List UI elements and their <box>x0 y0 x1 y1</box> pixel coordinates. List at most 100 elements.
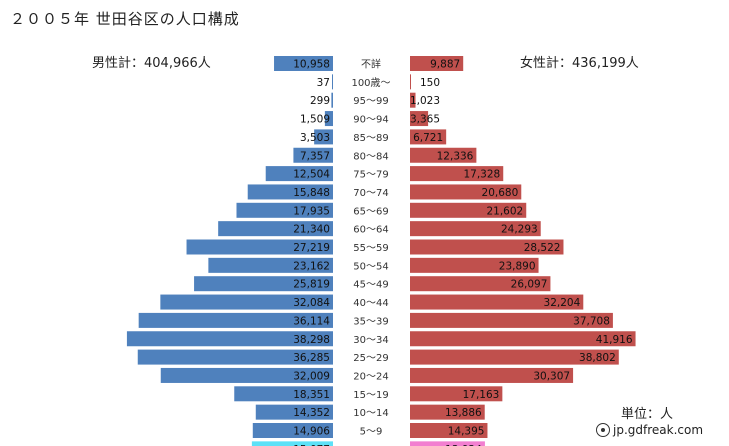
age-category-label: 60～64 <box>353 225 388 236</box>
female-value-label: 24,293 <box>501 224 538 236</box>
male-bar <box>293 147 333 163</box>
female-value-label: 20,680 <box>482 187 519 199</box>
female-bar <box>410 312 613 328</box>
female-bar <box>410 166 504 182</box>
male-bar <box>160 294 333 310</box>
copyright-icon <box>596 423 610 437</box>
female-bar <box>410 423 488 438</box>
male-value-label: 36,114 <box>293 315 330 327</box>
age-category-label: 95～99 <box>353 96 388 107</box>
female-bar <box>410 184 522 200</box>
female-bar <box>410 147 477 163</box>
male-value-label: 38,298 <box>293 334 330 346</box>
female-bar <box>410 111 429 127</box>
male-value-label: 7,357 <box>300 150 330 162</box>
female-value-label: 21,602 <box>486 205 523 217</box>
male-value-label: 21,340 <box>293 224 330 236</box>
female-value-label: 23,890 <box>499 260 536 272</box>
male-bar <box>332 74 333 90</box>
male-value-label: 1,509 <box>300 114 330 126</box>
female-value-label: 26,097 <box>511 279 548 291</box>
age-category-label: 20～24 <box>353 371 388 382</box>
age-category-label: 50～54 <box>353 261 388 272</box>
male-value-label: 18,351 <box>293 389 330 401</box>
female-value-label: 41,916 <box>596 334 633 346</box>
female-value-label: 1,023 <box>410 95 440 107</box>
male-value-label: 3,503 <box>300 132 330 144</box>
male-bar <box>236 202 333 218</box>
age-category-label: 65～69 <box>353 206 388 217</box>
female-value-label: 38,802 <box>579 352 616 364</box>
age-category-label: 5～9 <box>360 427 383 438</box>
female-value-label: 30,307 <box>533 370 570 382</box>
female-bar <box>410 404 485 420</box>
male-bar <box>255 404 333 420</box>
age-category-label: 不詳 <box>361 58 381 71</box>
male-bar <box>208 257 333 273</box>
age-category-label: 70～74 <box>353 188 388 199</box>
male-value-label: 15,077 <box>293 444 330 446</box>
age-category-label: 55～59 <box>353 243 388 254</box>
female-bar <box>410 276 551 292</box>
male-bar <box>186 239 333 255</box>
age-category-label: 90～94 <box>353 115 388 126</box>
female-value-label: 3,365 <box>410 114 440 126</box>
male-bar <box>194 276 333 292</box>
female-value-label: 17,328 <box>463 169 500 181</box>
male-value-label: 32,084 <box>293 297 330 309</box>
female-value-label: 32,204 <box>544 297 581 309</box>
male-value-label: 14,352 <box>293 407 330 419</box>
footer-text: jp.gdfreak.com <box>613 423 704 437</box>
male-value-label: 10,958 <box>293 59 330 71</box>
female-value-label: 14,395 <box>448 426 485 438</box>
male-value-label: 32,009 <box>293 370 330 382</box>
male-bar <box>252 423 333 438</box>
female-bar <box>410 331 636 347</box>
male-value-label: 15,848 <box>293 187 330 199</box>
age-category-label: 85～89 <box>353 133 388 144</box>
female-bar <box>410 441 485 446</box>
male-bar <box>234 386 333 402</box>
age-category-label: 35～39 <box>353 316 388 327</box>
female-bar <box>410 74 411 90</box>
age-category-label: 30～34 <box>353 335 388 346</box>
female-value-label: 28,522 <box>524 242 561 254</box>
chart-title: ２００５年 世田谷区の人口構成 <box>10 10 240 28</box>
age-category-label: 45～49 <box>353 280 388 291</box>
male-value-label: 299 <box>310 95 330 107</box>
unit-label: 単位：人 <box>621 407 674 422</box>
male-bar <box>160 367 333 383</box>
male-value-label: 17,935 <box>293 205 330 217</box>
male-value-label: 37 <box>317 77 330 89</box>
footer-credit: jp.gdfreak.com <box>596 423 703 437</box>
female-bar <box>410 129 447 145</box>
male-bar <box>138 312 333 328</box>
male-bar <box>218 221 333 237</box>
male-value-label: 36,285 <box>293 352 330 364</box>
age-category-label: 10～14 <box>353 408 388 419</box>
male-value-label: 14,906 <box>293 426 330 438</box>
male-value-label: 25,819 <box>293 279 330 291</box>
male-value-label: 27,219 <box>293 242 330 254</box>
male-value-label: 12,504 <box>293 169 330 181</box>
female-bar <box>410 386 503 402</box>
age-category-label: 100歳～ <box>351 77 390 89</box>
female-value-label: 150 <box>420 77 440 89</box>
age-category-label: 15～19 <box>353 390 388 401</box>
male-bar <box>331 92 333 108</box>
male-bar <box>265 166 333 182</box>
female-value-label: 6,721 <box>413 132 443 144</box>
male-total: 男性計：404,966人 <box>92 56 211 71</box>
female-bar <box>410 92 416 108</box>
male-bar <box>247 184 333 200</box>
male-bar <box>137 349 333 365</box>
male-bar <box>274 56 333 71</box>
male-bar <box>324 111 333 127</box>
female-value-label: 9,887 <box>430 59 460 71</box>
female-bar <box>410 221 541 237</box>
age-category-label: 80～84 <box>353 151 388 162</box>
female-bar <box>410 202 527 218</box>
male-bar <box>126 331 333 347</box>
female-value-label: 12,336 <box>437 150 474 162</box>
